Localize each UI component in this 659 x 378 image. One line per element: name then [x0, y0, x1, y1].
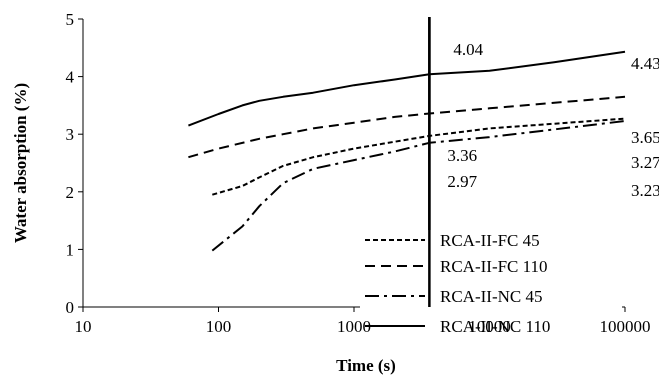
legend-background [360, 230, 622, 312]
y-tick-label: 5 [66, 10, 75, 29]
x-tick-label: 100 [206, 317, 232, 336]
y-tick-label: 3 [66, 125, 75, 144]
series-line-3 [211, 120, 626, 252]
series-line-4 [188, 50, 626, 127]
y-tick-label: 0 [66, 298, 75, 317]
series-line-1 [212, 117, 626, 196]
data-label: 3.36 [447, 146, 477, 165]
x-tick-label: 10 [75, 317, 92, 336]
data-label: 2.97 [447, 172, 477, 191]
x-tick-label: 100000 [600, 317, 651, 336]
y-tick-label: 4 [66, 68, 75, 87]
x-tick-label: 10000 [468, 317, 511, 336]
data-label: 3.27 [631, 153, 659, 172]
legend-label: RCA-II-NC 45 [440, 287, 542, 306]
data-label: 4.04 [453, 40, 483, 59]
data-label: 4.43 [631, 54, 659, 73]
x-tick-label: 1000 [337, 317, 371, 336]
series-line-2 [188, 95, 626, 159]
data-label: 3.23 [631, 181, 659, 200]
y-tick-label: 1 [66, 240, 75, 259]
legend-label: RCA-II-FC 45 [440, 231, 540, 250]
x-axis-title: Time (s) [336, 356, 396, 375]
y-tick-label: 2 [66, 183, 75, 202]
y-axis-title: Water absorption (%) [11, 83, 30, 243]
data-label: 3.65 [631, 128, 659, 147]
legend-label: RCA-II-NC 110 [440, 317, 550, 336]
legend-label: RCA-II-FC 110 [440, 257, 548, 276]
